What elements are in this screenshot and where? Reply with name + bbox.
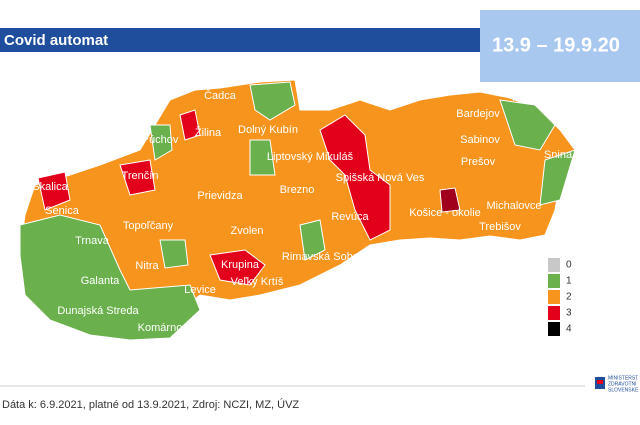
date-box: [480, 10, 640, 82]
district-label: Bardejov: [456, 108, 500, 120]
district-label: Levice: [184, 284, 216, 296]
district-label: Skalica: [32, 181, 68, 193]
legend-swatch: [548, 322, 560, 336]
district-label: Púchov: [142, 134, 179, 146]
legend-label: 1: [566, 276, 572, 287]
district-label: Prievidza: [197, 190, 243, 202]
logo-text: ZDRAVOTNÍ: [608, 380, 637, 387]
title-bar: [0, 28, 480, 52]
district-label: Brezno: [280, 184, 315, 196]
district-label: Košice - okolie: [409, 207, 481, 219]
legend-label: 4: [566, 324, 572, 335]
district-label: Michalovce: [486, 200, 541, 212]
district-label: Snina: [544, 149, 573, 161]
legend-swatch: [548, 258, 560, 272]
logo-cross: [597, 380, 603, 384]
district-label: Dolný Kubín: [238, 124, 298, 136]
map: [19, 79, 576, 341]
district-label: Liptovský Mikuláš: [267, 151, 354, 163]
district-label: Prešov: [461, 156, 496, 168]
district-label: Topoľčany: [123, 220, 174, 232]
district-label: Komárno: [138, 322, 183, 334]
district-label: Veľký Krtíš: [231, 276, 284, 288]
district-label: Žilina: [195, 126, 222, 139]
district-label: Trnava: [75, 235, 110, 247]
date-range: 13.9 – 19.9.20: [492, 34, 620, 56]
district-label: Sabinov: [460, 134, 500, 146]
district-label: Zvolen: [230, 225, 263, 237]
district-label: Spišská Nová Ves: [336, 172, 425, 184]
district-label: Trenčín: [122, 170, 159, 182]
logo-text: MINISTERST: [608, 375, 638, 381]
title: Covid automat: [4, 32, 108, 49]
logo-text: SLOVENSKE: [608, 387, 639, 393]
district-label: Galanta: [81, 275, 120, 287]
source: Dáta k: 6.9.2021, platné od 13.9.2021, Z…: [2, 398, 299, 411]
legend-label: 0: [566, 260, 572, 271]
district-label: Rimavská Sobota: [282, 251, 369, 263]
legend-label: 2: [566, 292, 572, 303]
district-label: Nitra: [135, 260, 159, 272]
district-label: Trebišov: [479, 221, 521, 233]
district-label: Revúca: [331, 211, 369, 223]
legend-swatch: [548, 274, 560, 288]
district-label: Medzilaborce: [512, 92, 577, 104]
legend-swatch: [548, 290, 560, 304]
legend-label: 3: [566, 308, 572, 319]
district-label: Krupina: [221, 259, 260, 271]
district-label: Dunajská Streda: [57, 305, 139, 317]
legend-swatch: [548, 306, 560, 320]
district-label: Čadca: [204, 89, 237, 102]
district-label: Senica: [45, 205, 80, 217]
